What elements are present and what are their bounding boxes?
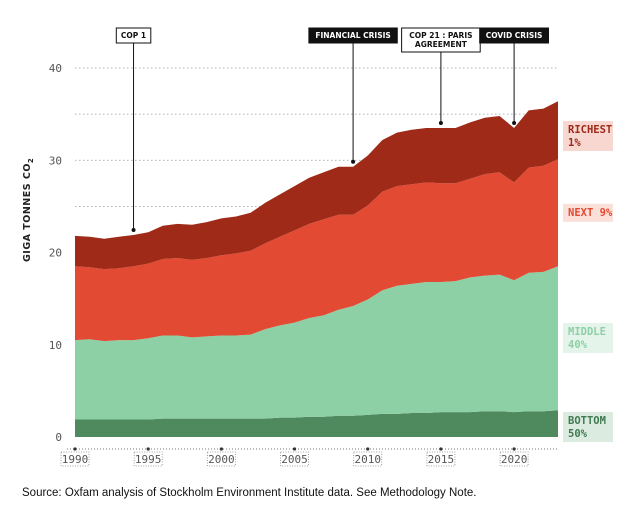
x-tick-box: [426, 451, 456, 467]
annotation-box: [115, 27, 152, 44]
legend-label-sub: 50%: [568, 428, 588, 440]
y-tick-label: 20: [49, 247, 62, 260]
annotation-label: COP 1: [121, 31, 146, 40]
legend-box: [563, 323, 613, 353]
annotation-label: COP 21 : PARIS: [409, 31, 472, 40]
emissions-stacked-area-chart: 0 10 20 30 40 1990 1995 2000 2005 2010 2015 2020 CO…: [22, 27, 613, 467]
legend-label: NEXT 9%: [568, 207, 613, 219]
x-tick-label: 1990: [62, 453, 89, 466]
x-tick-mark: [219, 447, 223, 451]
legend-box: [563, 412, 613, 442]
x-tick-mark: [366, 447, 370, 451]
axes: 0 10 20 30 40 1990 1995 2000 2005 2010 2015 2020: [49, 62, 558, 467]
annotation-box: [401, 27, 481, 53]
x-tick-label: 2005: [281, 453, 308, 466]
area-series-2: [75, 159, 558, 342]
x-tick-box: [133, 451, 163, 467]
legend-label: RICHEST: [568, 124, 612, 136]
annotation-dot: [351, 159, 356, 164]
area-series-0: [75, 410, 558, 437]
y-tick-label: 0: [55, 431, 62, 444]
y-tick-label: 40: [49, 62, 62, 75]
x-tick-box: [353, 451, 383, 467]
y-tick-label: 30: [49, 154, 62, 167]
x-tick-label: 2015: [428, 453, 455, 466]
annotation-label: COVID CRISIS: [486, 31, 543, 40]
x-tick-mark: [292, 447, 297, 451]
legend-label: MIDDLE: [568, 326, 606, 338]
x-tick-label: 2000: [208, 453, 235, 466]
x-tick-box: [280, 451, 309, 467]
area-series-3: [75, 101, 558, 270]
area-series: [75, 101, 558, 437]
x-tick-box: [206, 451, 236, 467]
y-tick-label: 10: [49, 339, 62, 352]
event-annotations: COP 1 FINANCIAL CRISIS COP 21 : PARISAGREE…: [115, 27, 549, 232]
x-tick-label: 1995: [135, 453, 162, 466]
legend-label: BOTTOM: [568, 415, 606, 427]
legend-box: [563, 203, 613, 222]
x-tick-mark: [73, 447, 77, 451]
legend-label-sub: 1%: [568, 137, 581, 149]
source-note: Source: Oxfam analysis of Stockholm Envi…: [22, 487, 477, 499]
annotation-label: FINANCIAL CRISIS: [315, 31, 390, 40]
annotation-dot: [438, 120, 443, 125]
x-tick-mark: [146, 447, 150, 451]
x-tick-mark: [439, 447, 443, 451]
x-tick-label: 2020: [501, 453, 528, 466]
x-tick-label: 2010: [354, 453, 381, 466]
x-tick-box: [60, 451, 90, 467]
x-tick-box: [499, 451, 529, 467]
x-tick-mark: [512, 447, 516, 451]
area-series-1: [75, 266, 558, 420]
legend-box: [563, 121, 613, 151]
annotation-label: AGREEMENT: [415, 40, 468, 49]
y-axis-label: GIGA TONNES CO2: [22, 158, 35, 262]
annotation-box: [479, 27, 549, 44]
annotation-dot: [131, 227, 136, 232]
annotation-box: [308, 27, 398, 44]
annotation-dot: [512, 120, 517, 125]
legend-label-sub: 40%: [568, 339, 588, 351]
